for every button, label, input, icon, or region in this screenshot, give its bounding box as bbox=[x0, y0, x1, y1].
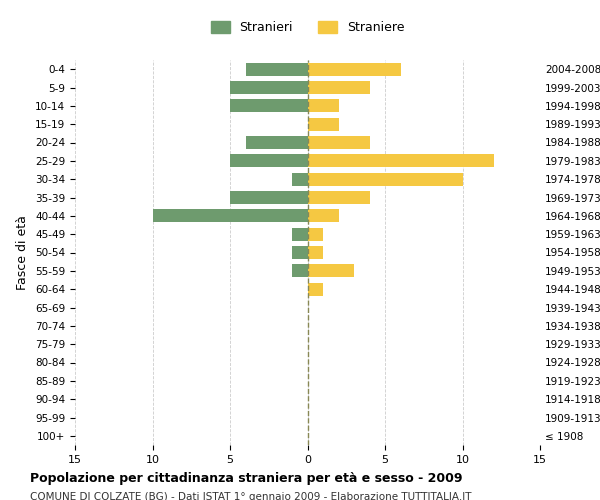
Bar bbox=[308, 264, 354, 277]
Bar bbox=[308, 63, 401, 76]
Bar bbox=[308, 154, 493, 167]
Bar bbox=[230, 154, 308, 167]
Bar bbox=[308, 191, 370, 204]
Bar bbox=[308, 118, 338, 130]
Bar bbox=[308, 210, 338, 222]
Bar bbox=[152, 210, 308, 222]
Bar bbox=[308, 246, 323, 259]
Bar bbox=[292, 228, 308, 240]
Bar bbox=[292, 246, 308, 259]
Text: COMUNE DI COLZATE (BG) - Dati ISTAT 1° gennaio 2009 - Elaborazione TUTTITALIA.IT: COMUNE DI COLZATE (BG) - Dati ISTAT 1° g… bbox=[30, 492, 472, 500]
Bar bbox=[308, 136, 370, 149]
Bar bbox=[230, 191, 308, 204]
Bar bbox=[230, 81, 308, 94]
Bar bbox=[308, 283, 323, 296]
Bar bbox=[308, 81, 370, 94]
Y-axis label: Fasce di età: Fasce di età bbox=[16, 215, 29, 290]
Bar bbox=[308, 228, 323, 240]
Text: Popolazione per cittadinanza straniera per età e sesso - 2009: Popolazione per cittadinanza straniera p… bbox=[30, 472, 463, 485]
Bar bbox=[292, 264, 308, 277]
Bar bbox=[308, 100, 338, 112]
Bar bbox=[230, 100, 308, 112]
Legend: Stranieri, Straniere: Stranieri, Straniere bbox=[206, 16, 409, 39]
Bar bbox=[308, 173, 463, 186]
Bar bbox=[245, 136, 308, 149]
Bar bbox=[245, 63, 308, 76]
Bar bbox=[292, 173, 308, 186]
